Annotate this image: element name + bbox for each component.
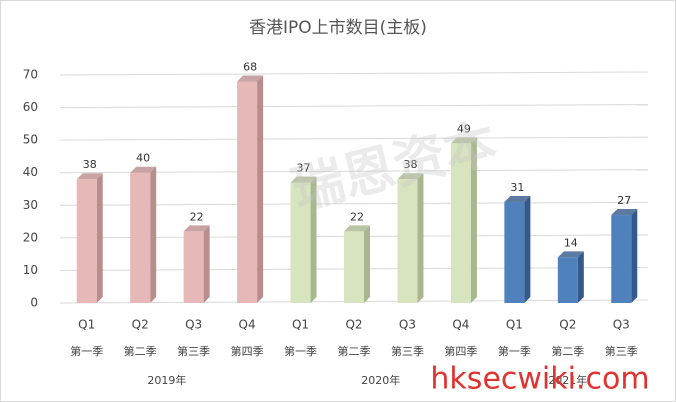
group-label: 2020年 [361,373,400,387]
x-tick-sublabel: 第四季 [231,344,264,358]
bar [130,172,151,303]
x-tick-sublabel: 第二季 [338,344,371,358]
y-tick-label: 30 [23,198,38,212]
bar [290,182,311,303]
x-tick-sublabel: 第二季 [551,344,584,358]
watermark-url: hksecwiki.com [430,362,649,397]
bar-top [183,225,210,232]
x-tick-label: Q2 [559,318,576,332]
bar [450,143,471,303]
bar [183,231,204,303]
bar-top [611,209,638,216]
x-tick-label: Q3 [185,318,202,332]
value-label: 49 [457,122,471,135]
bar-side [96,173,103,303]
value-label: 31 [510,181,524,194]
y-tick-label: 40 [23,165,38,179]
bar-top [344,225,370,232]
x-tick-label: Q1 [292,318,309,332]
y-tick-label: 50 [23,133,38,147]
y-tick-label: 0 [30,296,38,310]
grid-line [59,71,649,76]
value-label: 27 [617,194,631,207]
x-tick-label: Q1 [506,318,523,332]
bar-side [150,166,157,303]
bar-top [450,137,477,144]
bar-side [364,225,370,303]
value-label: 68 [243,61,257,74]
value-label: 14 [564,236,578,249]
value-label: 22 [190,210,204,223]
y-tick-label: 20 [23,230,38,244]
grid-line [59,201,649,206]
bar [611,215,632,303]
y-tick-label: 10 [23,263,38,277]
bar [397,179,418,303]
bar-side [631,209,638,303]
x-tick-sublabel: 第一季 [70,344,103,358]
x-tick-sublabel: 第一季 [284,344,317,358]
value-label: 38 [403,158,417,171]
x-tick-label: Q4 [452,318,469,332]
value-label: 37 [297,161,311,174]
plot-area: 0 10 20 30 40 50 60 70 38 Q1 第一季 40 Q2 第二季 22 Q3 第三季 68 Q4… [23,61,649,387]
bar-side [470,137,477,303]
grid-line [59,169,649,174]
x-tick-sublabel: 第一季 [498,344,531,358]
bar-side [524,196,531,303]
bar [504,202,525,303]
x-tick-sublabel: 第三季 [391,344,424,358]
bar-top [557,251,584,258]
bar-side [203,225,210,303]
y-tick-label: 60 [23,100,38,114]
x-tick-label: Q1 [78,318,95,332]
x-tick-label: Q2 [345,318,362,332]
chart-title: 香港IPO上市数目(主板) [249,18,427,38]
bar-top [237,75,264,82]
y-tick-label: 70 [23,68,38,82]
bar-side [417,173,424,303]
bar [237,81,258,303]
value-label: 38 [83,158,97,171]
x-tick-sublabel: 第三季 [605,344,638,358]
bar-side [257,75,264,303]
bar [557,257,578,303]
x-tick-label: Q4 [239,318,256,332]
bar-top [130,166,157,173]
value-label: 22 [350,210,364,223]
bar-top [397,173,424,180]
bar [344,231,364,303]
group-label: 2021年 [548,373,587,387]
grid-line [59,104,649,109]
x-tick-label: Q2 [132,318,149,332]
bar-top [76,173,103,180]
bar-top [290,176,317,183]
x-tick-sublabel: 第二季 [124,344,157,358]
group-label: 2019年 [147,373,186,387]
x-tick-sublabel: 第三季 [177,344,210,358]
x-tick-label: Q3 [399,318,416,332]
bar [76,179,97,303]
value-label: 40 [136,152,150,165]
x-tick-sublabel: 第四季 [444,344,477,358]
bar-side [310,176,317,303]
bar-top [504,196,531,203]
bar-side [577,251,584,303]
x-tick-label: Q3 [613,318,630,332]
grid-line [59,136,649,141]
